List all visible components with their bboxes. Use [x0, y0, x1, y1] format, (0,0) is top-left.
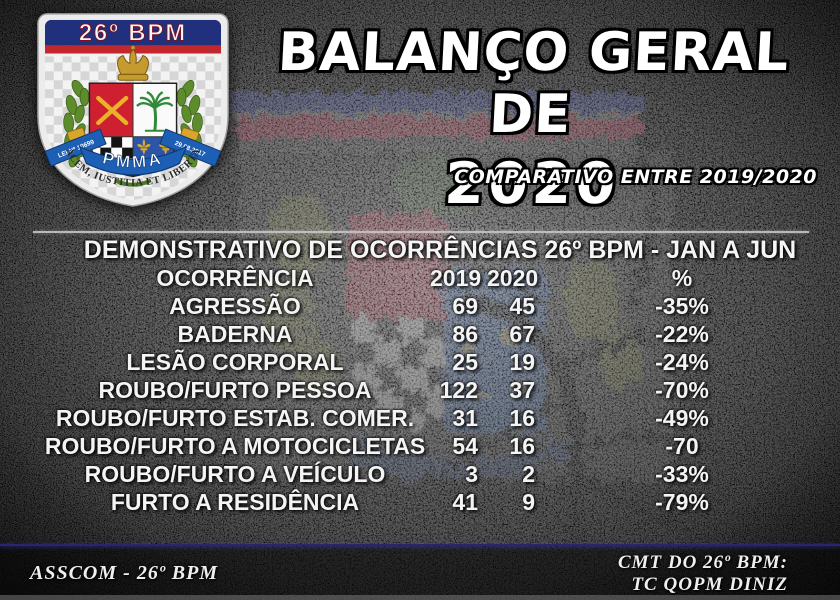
table-row: ROUBO/FURTO A VEÍCULO 3 2 -33% [40, 460, 804, 488]
bottom-edge-strip [0, 595, 840, 600]
table-row: LESÃO CORPORAL 25 19 -24% [40, 348, 804, 376]
badge-unit-label: 26º BPM [79, 20, 187, 47]
table-row: ROUBO/FURTO A MOTOCICLETAS 54 16 -70 [40, 432, 804, 460]
pct-value: -33% [655, 460, 709, 487]
value-2020: 9 [522, 488, 535, 515]
col-header-2020: 2020 [487, 264, 539, 291]
table-row: AGRESSÃO 69 45 -35% [40, 292, 804, 320]
value-2020: 16 [509, 404, 535, 431]
value-2019: 69 [452, 292, 478, 319]
value-2019: 86 [452, 320, 478, 347]
coat-of-arms [89, 83, 177, 177]
pct-value: -35% [655, 292, 709, 319]
column-header-row: OCORRÊNCIA 2019 2020 % [40, 264, 804, 292]
title-line1: BALANÇO GERAL DE [276, 22, 791, 145]
table-row: ROUBO/FURTO PESSOA 122 37 -70% [40, 376, 804, 404]
ribbon-left: LEI Nº 10699 [44, 128, 107, 167]
commander-title: CMT DO 26º BPM: [617, 552, 788, 573]
occurrence-table: OCORRÊNCIA 2019 2020 % AGRESSÃO 69 45 -3… [40, 264, 804, 516]
pmma-label: PMMA [101, 148, 163, 172]
svg-text:PMMA: PMMA [101, 148, 165, 171]
table-row: BADERNA 86 67 -22% [40, 320, 804, 348]
badge-top-band [44, 19, 222, 46]
value-2020: 37 [509, 376, 535, 403]
laurel-tie-icon [114, 178, 152, 187]
value-2019: 25 [452, 348, 478, 375]
value-2020: 16 [509, 432, 535, 459]
pct-value: -49% [655, 404, 709, 431]
occurrence-label: ROUBO/FURTO PESSOA [98, 376, 372, 403]
occurrence-label: AGRESSÃO [169, 292, 301, 319]
footer-credit: ASSCOM - 26º BPM [30, 562, 219, 584]
footer-band [0, 546, 840, 600]
palm-tree-icon [136, 91, 174, 132]
pct-value: -70% [655, 376, 709, 403]
table-body: AGRESSÃO 69 45 -35% BADERNA 86 67 -22% L… [40, 292, 804, 516]
occurrence-label: LESÃO CORPORAL [126, 348, 344, 375]
col-header-2019: 2019 [430, 264, 482, 291]
table-row: FURTO A RESIDÊNCIA 41 9 -79% [40, 488, 804, 516]
value-2019: 54 [452, 432, 478, 459]
col-header-pct: % [671, 264, 693, 291]
bottom-divider [0, 544, 840, 546]
col-header-occurrence: OCORRÊNCIA [156, 264, 314, 291]
value-2019: 122 [439, 376, 478, 403]
value-2019: 41 [452, 488, 478, 515]
value-2020: 67 [509, 320, 535, 347]
pmma-banner [78, 145, 188, 176]
table-title: DEMONSTRATIVO DE OCORRÊNCIAS 26º BPM - J… [83, 236, 797, 264]
occurrence-label: ROUBO/FURTO ESTAB. COMER. [55, 404, 415, 431]
subtitle: COMPARATIVO ENTRE 2019/2020 [454, 166, 817, 188]
pct-value: -24% [655, 348, 709, 375]
crown-icon [117, 44, 149, 81]
occurrence-label: BADERNA [177, 320, 293, 347]
occurrence-label: FURTO A RESIDÊNCIA [110, 488, 360, 515]
commander-block: CMT DO 26º BPM: TC QOPM DINIZ [618, 552, 788, 596]
badge-emblem: 26º BPM [26, 6, 229, 207]
crossed-pistols-icon [96, 95, 129, 126]
value-2020: 19 [509, 348, 535, 375]
value-2020: 45 [509, 292, 535, 319]
value-2019: 3 [465, 460, 478, 487]
pct-value: -22% [655, 320, 709, 347]
value-2020: 2 [522, 460, 535, 487]
commander-name: TC QOPM DINIZ [631, 574, 788, 595]
top-divider [33, 231, 809, 233]
value-2019: 31 [452, 404, 478, 431]
pct-value: -79% [655, 488, 709, 515]
occurrence-label: ROUBO/FURTO A MOTOCICLETAS [44, 432, 426, 459]
pct-value: -70 [665, 432, 699, 459]
occurrence-label: ROUBO/FURTO A VEÍCULO [84, 460, 386, 487]
table-row: ROUBO/FURTO ESTAB. COMER. 31 16 -49% [40, 404, 804, 432]
